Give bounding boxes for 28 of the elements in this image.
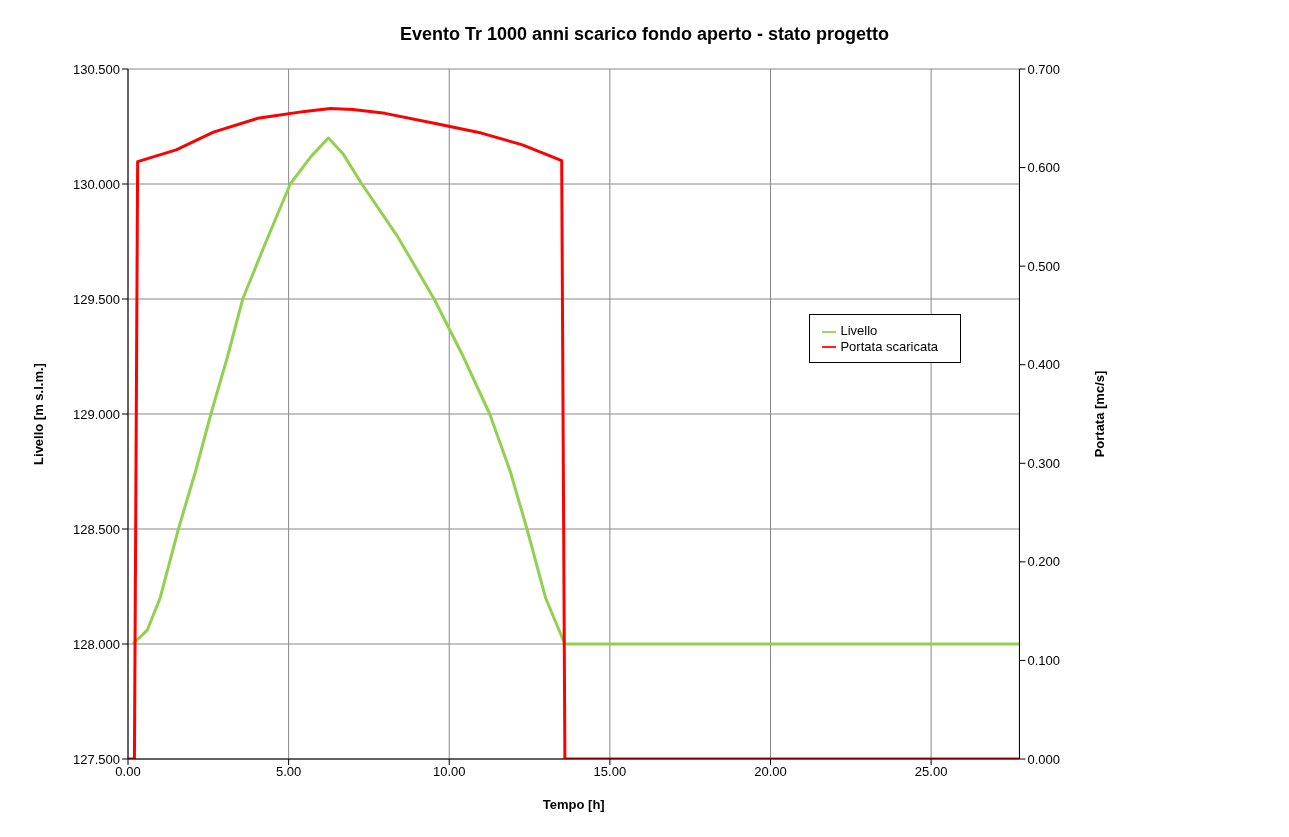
x-axis-title: Tempo [h] — [542, 797, 605, 812]
x-tick-label: 15.00 — [593, 764, 627, 780]
y2-tick-label: 0.600 — [1027, 160, 1060, 176]
y2-tick-label: 0.300 — [1027, 455, 1060, 471]
x-tick-label: 10.00 — [432, 764, 466, 780]
x-tick-label: 5.00 — [275, 764, 302, 780]
y2-tick-label: 0.100 — [1027, 653, 1060, 669]
y2-tick-label: 0.000 — [1027, 751, 1060, 767]
y2-axis-title: Portata [mc/s] — [1092, 370, 1108, 458]
y-tick-label: 129.500 — [73, 291, 120, 307]
y-tick-label: 128.500 — [73, 521, 120, 537]
line-series — [131, 136, 1020, 646]
x-tick-label: 20.00 — [754, 764, 787, 780]
x-tick-label: 25.00 — [914, 764, 948, 780]
y-tick-label: 128.000 — [73, 636, 120, 652]
y2-tick-label: 0.200 — [1027, 554, 1060, 570]
y-tick-label: 130.500 — [73, 61, 120, 77]
y2-tick-label: 0.700 — [1027, 61, 1060, 77]
y-tick-label: 130.000 — [73, 176, 120, 192]
y2-tick-label: 0.500 — [1027, 258, 1060, 274]
y-axis-title: Livello [m s.l.m.] — [30, 363, 46, 465]
y-tick-label: 127.500 — [73, 751, 120, 767]
chart-title: Evento Tr 1000 anni scarico fondo aperto - stato progetto — [398, 23, 891, 46]
x-tick-label: 0.00 — [115, 764, 141, 780]
legend-label: Portata scaricata — [840, 338, 938, 354]
legend-label: Livello — [840, 323, 878, 338]
y-tick-label: 129.000 — [73, 406, 120, 422]
y2-tick-label: 0.400 — [1027, 357, 1060, 373]
